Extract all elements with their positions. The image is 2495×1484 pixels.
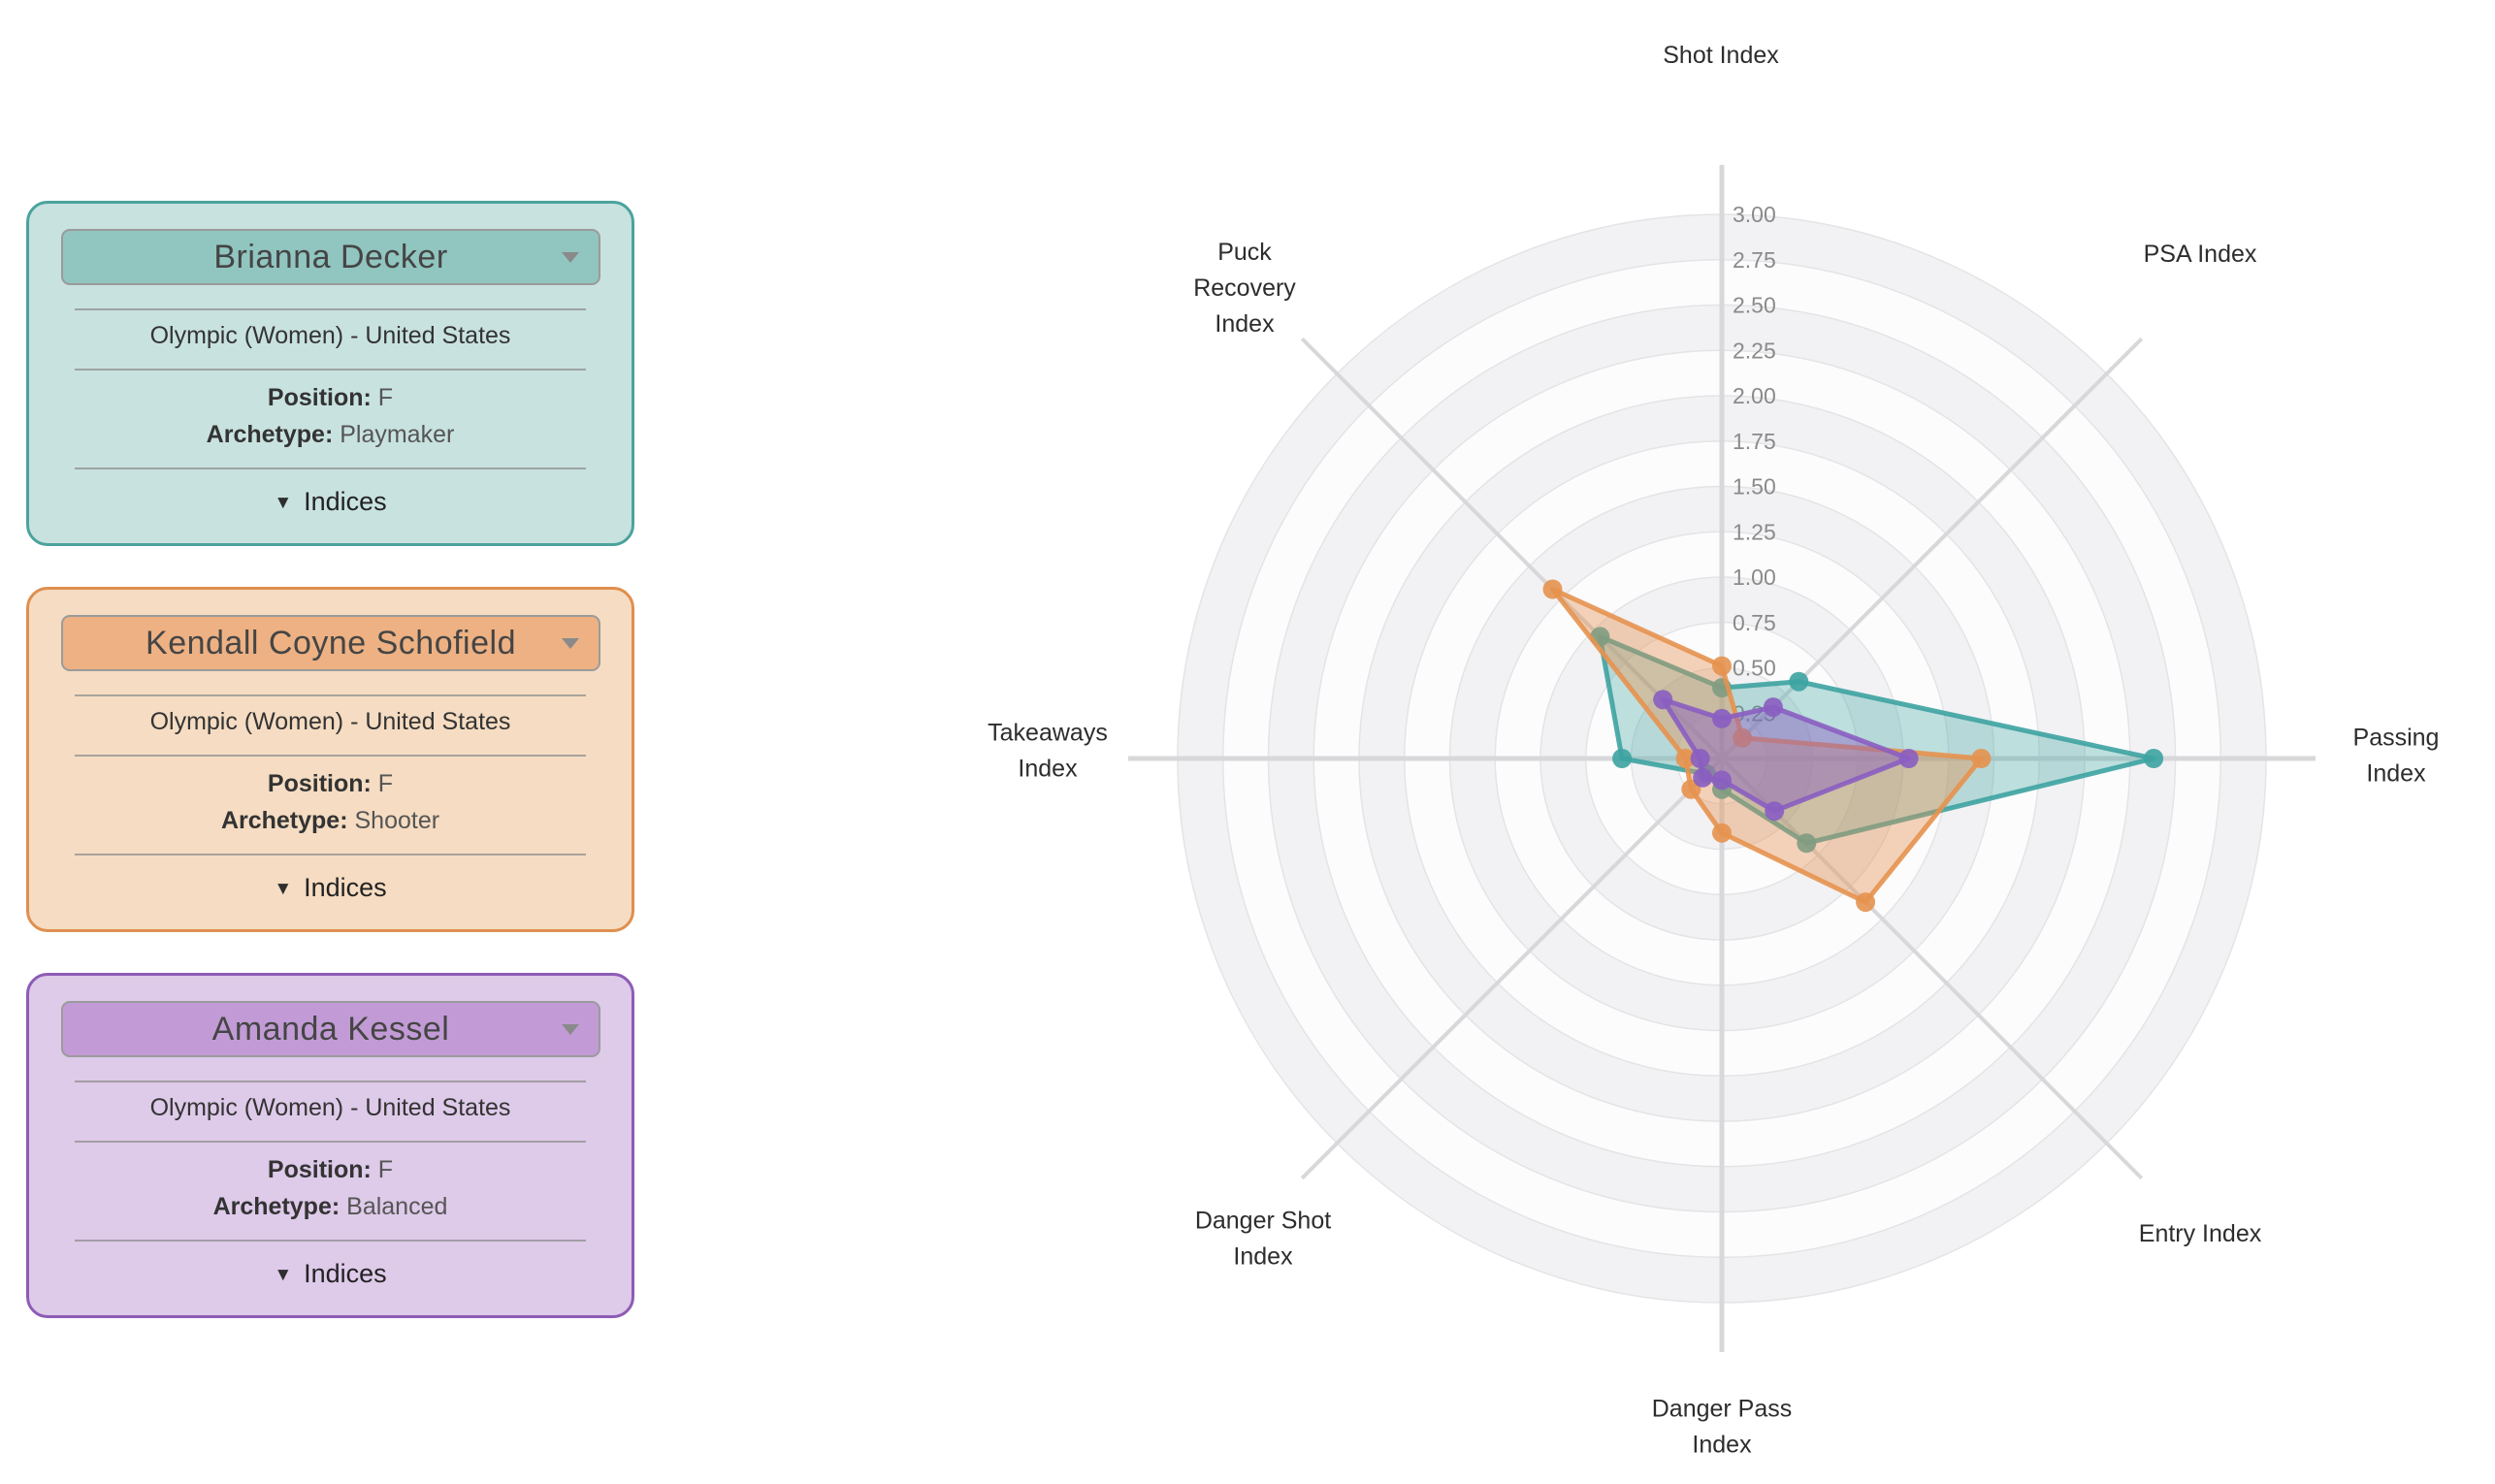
player-card-brianna-decker: Brianna Decker Olympic (Women) - United …	[26, 201, 634, 546]
svg-text:1.25: 1.25	[1733, 519, 1776, 544]
chevron-down-icon	[562, 1024, 579, 1035]
divider	[75, 854, 586, 855]
svg-text:Entry Index: Entry Index	[2139, 1220, 2262, 1247]
player-archetype: Archetype: Shooter	[220, 807, 440, 834]
svg-text:Index: Index	[1692, 1432, 1752, 1459]
player-team: Olympic (Women) - United States	[149, 322, 511, 349]
player-team: Olympic (Women) - United States	[149, 1094, 511, 1121]
player-select[interactable]: Amanda Kessel	[61, 1001, 600, 1057]
player-archetype: Archetype: Playmaker	[206, 421, 455, 448]
radar-series	[1653, 690, 1919, 822]
divider	[75, 755, 586, 757]
player-select-value: Kendall Coyne Schofield	[146, 624, 516, 661]
indices-toggle[interactable]: ▼ Indices	[274, 1259, 387, 1288]
player-position: Position: F	[267, 770, 394, 797]
player-position: Position: F	[267, 1156, 394, 1183]
svg-text:2.50: 2.50	[1733, 293, 1776, 318]
svg-text:Index: Index	[2366, 760, 2426, 788]
divider	[75, 1141, 586, 1143]
divider	[75, 694, 586, 696]
svg-text:PSA Index: PSA Index	[2144, 241, 2257, 268]
divider	[75, 468, 586, 469]
svg-text:0.75: 0.75	[1733, 610, 1776, 635]
svg-text:Index: Index	[1018, 756, 1078, 783]
svg-text:Danger Pass: Danger Pass	[1652, 1396, 1793, 1423]
svg-text:2.25: 2.25	[1733, 338, 1776, 363]
radar-chart-area: 0.25 0.50 0.75 1.00 1.25 1.50 1.75 2.00 2.25 2.50…	[970, 0, 2495, 1484]
svg-text:Index: Index	[1233, 1243, 1293, 1271]
triangle-down-icon: ▼	[274, 1265, 293, 1285]
svg-text:Recovery: Recovery	[1193, 274, 1296, 302]
player-select-value: Brianna Decker	[213, 238, 448, 275]
radar-chart: 0.250.500.751.001.251.501.752.002.252.50…	[988, 42, 2440, 1459]
svg-text:2.00: 2.00	[1733, 383, 1776, 408]
svg-text:1.50: 1.50	[1733, 474, 1776, 500]
player-team: Olympic (Women) - United States	[149, 708, 511, 735]
chevron-down-icon	[562, 252, 579, 263]
svg-text:Danger Shot: Danger Shot	[1195, 1208, 1331, 1235]
svg-text:Puck: Puck	[1217, 239, 1272, 266]
svg-text:Index: Index	[1215, 310, 1275, 338]
svg-text:Takeaways: Takeaways	[988, 720, 1108, 747]
divider	[75, 1240, 586, 1242]
svg-text:1.75: 1.75	[1733, 429, 1776, 454]
triangle-down-icon: ▼	[274, 493, 293, 513]
svg-text:0.50: 0.50	[1733, 656, 1776, 681]
triangle-down-icon: ▼	[274, 879, 293, 899]
divider	[75, 369, 586, 371]
chevron-down-icon	[562, 638, 579, 649]
indices-toggle[interactable]: ▼ Indices	[274, 487, 387, 516]
svg-text:2.75: 2.75	[1733, 247, 1776, 273]
player-select[interactable]: Brianna Decker	[61, 229, 600, 285]
svg-text:Passing: Passing	[2353, 725, 2440, 752]
player-select[interactable]: Kendall Coyne Schofield	[61, 615, 600, 671]
divider	[75, 308, 586, 310]
svg-text:1.00: 1.00	[1733, 565, 1776, 590]
svg-text:3.00: 3.00	[1733, 202, 1776, 227]
player-card-amanda-kessel: Amanda Kessel Olympic (Women) - United S…	[26, 973, 634, 1318]
indices-toggle[interactable]: ▼ Indices	[274, 873, 387, 902]
radar-series	[1542, 579, 1992, 913]
player-archetype: Archetype: Balanced	[212, 1193, 448, 1220]
divider	[75, 1081, 586, 1082]
player-card-kendall-coyne-schofield: Kendall Coyne Schofield Olympic (Women) …	[26, 587, 634, 932]
player-position: Position: F	[267, 384, 394, 411]
svg-text:Shot Index: Shot Index	[1663, 42, 1779, 69]
player-select-value: Amanda Kessel	[211, 1010, 450, 1048]
